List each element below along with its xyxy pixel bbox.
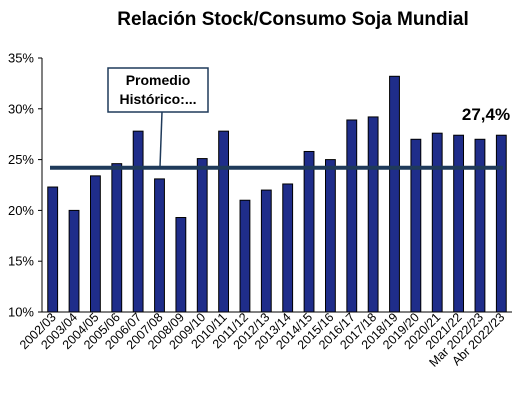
callout-label-line: Histórico:... [119,91,196,107]
bar [282,183,294,313]
callout-leader [159,111,163,167]
bar [346,119,358,313]
bar [68,209,80,313]
bar [325,159,336,313]
bar [218,130,230,313]
bar [389,75,400,313]
y-tick-label: 35% [8,51,34,66]
bar [90,175,101,313]
last-value-label: 27,4% [462,105,510,124]
bar [154,178,165,313]
bar [196,158,208,313]
bar [132,130,144,313]
bar [47,186,59,313]
chart-title: Relación Stock/Consumo Soja Mundial [117,9,469,30]
bar [175,217,187,313]
y-tick-label: 10% [8,305,34,320]
bar [303,150,315,313]
y-axis: 10% 15% 20% 25% 30% 35% [8,51,43,320]
callout-label-line: Promedio [126,72,191,88]
bar [495,134,507,313]
bar [431,132,443,313]
bar [260,189,272,313]
bar [410,138,422,313]
bar [453,134,465,313]
bar [239,199,251,313]
callout-box [107,67,209,113]
y-tick-label: 15% [8,254,34,269]
y-tick-label: 20% [8,203,34,218]
y-tick-label: 25% [8,152,34,167]
bar [474,138,486,313]
reference-line-group: Promedio Histórico:... [50,67,503,170]
bar [111,163,123,313]
x-axis: 2002/032003/042004/052005/062006/072007/… [17,310,512,370]
y-tick-label: 30% [8,101,34,116]
bars [47,75,507,313]
bar [367,116,379,313]
